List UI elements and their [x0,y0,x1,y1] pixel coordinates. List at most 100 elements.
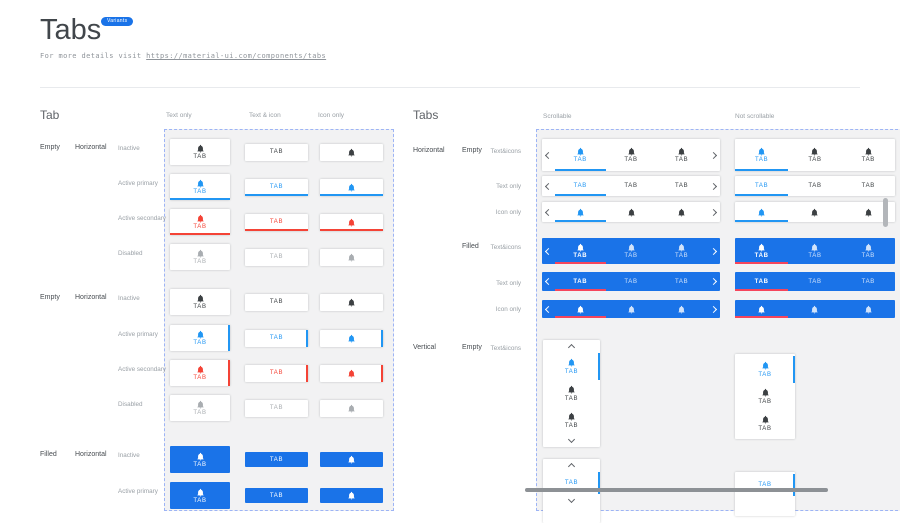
tab-card[interactable]: TAB [170,482,230,509]
tab-item[interactable]: TAB [788,238,841,264]
tab-item[interactable]: TAB [606,139,657,171]
bell-icon [577,147,584,156]
tab-item[interactable] [606,300,657,318]
tab-item[interactable]: TAB [555,139,606,171]
tab-item[interactable]: TAB [555,176,606,196]
chevron-right-icon[interactable] [707,300,720,318]
tab-item[interactable]: TAB [735,176,789,196]
tab-item[interactable] [735,202,789,222]
tab-item[interactable]: TAB [656,238,707,264]
chevron-left-icon[interactable] [542,139,555,171]
tab-item[interactable] [842,202,895,222]
section-title-tabs: Tabs [413,108,439,122]
chevron-down-icon[interactable] [543,494,600,505]
tab-card[interactable] [320,329,383,347]
tab-item[interactable] [606,202,657,222]
tab-item[interactable]: TAB [555,238,606,264]
tab-card[interactable]: TAB [245,178,308,196]
tab-card[interactable]: TAB [170,244,230,270]
tab-card[interactable]: TAB [245,143,308,161]
tab-item[interactable] [555,300,606,318]
tab-card[interactable] [320,452,383,467]
tab-card[interactable]: TAB [170,289,230,315]
active-indicator [735,289,789,291]
tab-item[interactable]: TAB [788,176,841,196]
chevron-right-icon[interactable] [707,176,720,196]
chevron-left-icon[interactable] [542,202,555,222]
chevron-left-icon[interactable] [542,238,555,264]
tab-card[interactable] [320,143,383,161]
tab-item[interactable] [656,300,707,318]
chevron-right-icon[interactable] [707,202,720,222]
tab-item[interactable]: TAB [735,356,795,383]
tab-item[interactable]: TAB [788,272,841,291]
subtitle-link[interactable]: https://material-ui.com/components/tabs [146,52,327,60]
tab-item[interactable] [555,202,606,222]
tab-item[interactable]: TAB [543,407,600,434]
group-orientation-label: Horizontal [413,147,445,154]
h-scrollbar[interactable] [525,488,828,492]
tab-item[interactable]: TAB [735,272,789,291]
tab-item[interactable]: TAB [656,176,707,196]
tab-item[interactable]: TAB [606,176,657,196]
tab-item[interactable]: TAB [656,139,707,171]
chevron-right-icon[interactable] [707,139,720,171]
tab-item[interactable]: TAB [735,410,795,437]
tab-item[interactable]: TAB [735,383,795,410]
tab-card[interactable]: TAB [170,209,230,235]
tab-item[interactable]: TAB [788,139,841,171]
bell-icon [196,179,204,188]
tab-card[interactable]: TAB [170,139,230,165]
tab-card[interactable]: TAB [170,360,230,386]
tab-card[interactable] [320,364,383,382]
tab-card[interactable]: TAB [245,399,308,417]
active-indicator [793,356,795,383]
tab-card[interactable]: TAB [245,213,308,231]
tab-item[interactable]: TAB [543,353,600,380]
tab-card[interactable] [320,248,383,266]
tab-card[interactable]: TAB [245,488,308,503]
tab-item[interactable]: TAB [735,474,795,496]
chevron-right-icon[interactable] [707,238,720,264]
tab-card[interactable]: TAB [245,329,308,347]
tab-item[interactable] [735,300,789,318]
tab-item[interactable]: TAB [735,238,789,264]
tab-item[interactable] [842,300,895,318]
tab-card[interactable]: TAB [245,452,308,467]
tab-item[interactable]: TAB [555,272,606,291]
tab-card[interactable] [320,488,383,503]
tab-item[interactable]: TAB [543,472,600,494]
tab-item[interactable]: TAB [606,272,657,291]
chevron-down-icon[interactable] [543,434,600,445]
v-scrollbar[interactable] [883,198,888,227]
tab-card[interactable]: TAB [170,395,230,421]
tab-card[interactable]: TAB [245,248,308,266]
tab-item[interactable] [788,300,841,318]
tab-item[interactable] [788,202,841,222]
tab-card[interactable]: TAB [170,446,230,473]
tab-card[interactable] [320,213,383,231]
tab-card[interactable] [320,293,383,311]
tab-item[interactable]: TAB [543,380,600,407]
chevron-right-icon[interactable] [707,272,720,291]
tab-card[interactable]: TAB [245,293,308,311]
chevron-left-icon[interactable] [542,176,555,196]
tab-item[interactable]: TAB [735,139,789,171]
tab-card[interactable]: TAB [170,325,230,351]
tab-item[interactable]: TAB [842,176,895,196]
tab-card[interactable] [320,399,383,417]
tab-card[interactable]: TAB [170,174,230,200]
tab-item[interactable]: TAB [606,238,657,264]
chevron-left-icon[interactable] [542,300,555,318]
tab-card[interactable]: TAB [245,364,308,382]
tab-item[interactable]: TAB [842,238,895,264]
tab-item[interactable]: TAB [656,272,707,291]
chevron-up-icon[interactable] [543,461,600,472]
tab-item[interactable]: TAB [842,139,895,171]
tab-item[interactable] [656,202,707,222]
tab-label: TAB [624,183,638,189]
chevron-up-icon[interactable] [543,342,600,353]
tab-item[interactable]: TAB [842,272,895,291]
chevron-left-icon[interactable] [542,272,555,291]
tab-card[interactable] [320,178,383,196]
